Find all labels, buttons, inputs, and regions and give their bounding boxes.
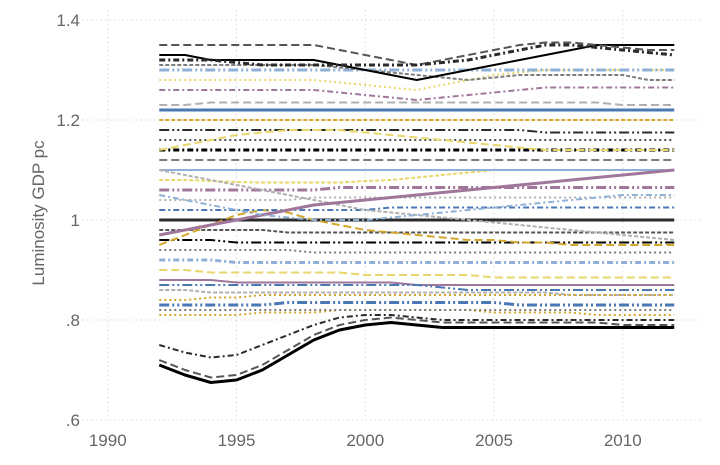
- series-line: [159, 101, 675, 106]
- x-tick-label: 1990: [89, 431, 127, 450]
- series-line: [159, 301, 675, 307]
- series-line: [158, 316, 675, 379]
- series-line: [159, 289, 675, 296]
- series-line: [158, 209, 675, 246]
- y-tick-label: 1.4: [56, 11, 80, 30]
- y-tick-label: 1: [71, 211, 80, 230]
- x-tick-label: 2010: [604, 431, 642, 450]
- series-line: [159, 249, 675, 254]
- series-line: [159, 206, 675, 211]
- series-line: [158, 168, 675, 237]
- series-line: [159, 129, 675, 151]
- series-line: [159, 86, 675, 101]
- series-lines: [158, 41, 675, 384]
- grid-lines: [82, 10, 700, 421]
- series-line: [159, 43, 675, 67]
- series-line: [159, 258, 675, 264]
- x-tick-label: 2005: [475, 431, 513, 450]
- series-line: [159, 239, 675, 244]
- series-line: [159, 186, 675, 192]
- series-line: [159, 44, 675, 81]
- series-line: [159, 169, 675, 241]
- series-line: [159, 129, 675, 134]
- y-tick-label: .8: [66, 311, 80, 330]
- series-line: [159, 269, 675, 279]
- series-line: [159, 284, 675, 291]
- y-axis-label: Luminosity GDP pc: [29, 140, 48, 286]
- x-tick-label: 1995: [218, 431, 256, 450]
- series-line: [158, 321, 675, 384]
- series-line: [159, 69, 675, 91]
- y-tick-label: 1.2: [56, 111, 80, 130]
- series-line: [159, 294, 675, 301]
- y-tick-label: .6: [66, 411, 80, 430]
- series-line: [159, 64, 675, 81]
- series-line: [159, 194, 675, 221]
- series-line: [158, 314, 675, 359]
- series-line: [159, 196, 675, 201]
- series-line: [159, 309, 675, 316]
- y-tick-labels: .6 .8 1 1.2 1.4: [56, 11, 80, 430]
- x-tick-labels: 1990 1995 2000 2005 2010: [89, 431, 642, 450]
- x-tick-label: 2000: [346, 431, 384, 450]
